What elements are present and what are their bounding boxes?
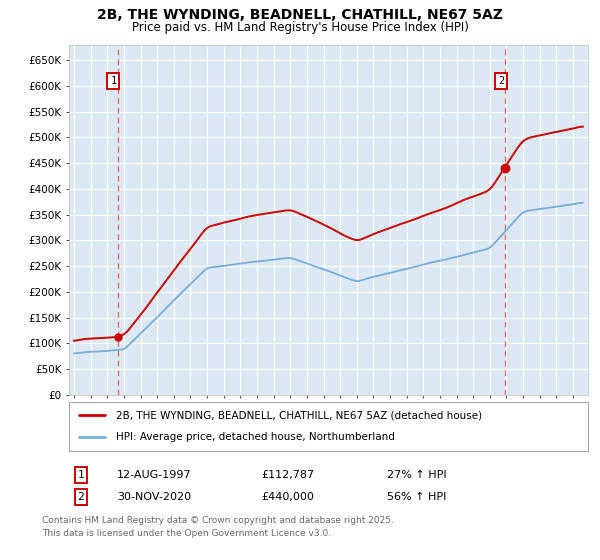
Text: 1: 1 bbox=[77, 470, 85, 480]
Text: 1: 1 bbox=[110, 76, 116, 86]
Text: 30-NOV-2020: 30-NOV-2020 bbox=[117, 492, 191, 502]
Text: 56% ↑ HPI: 56% ↑ HPI bbox=[387, 492, 446, 502]
Text: Contains HM Land Registry data © Crown copyright and database right 2025.: Contains HM Land Registry data © Crown c… bbox=[42, 516, 394, 525]
Text: 2: 2 bbox=[77, 492, 85, 502]
Text: 12-AUG-1997: 12-AUG-1997 bbox=[117, 470, 191, 480]
Text: Price paid vs. HM Land Registry's House Price Index (HPI): Price paid vs. HM Land Registry's House … bbox=[131, 21, 469, 34]
Text: £112,787: £112,787 bbox=[261, 470, 314, 480]
Text: HPI: Average price, detached house, Northumberland: HPI: Average price, detached house, Nort… bbox=[116, 432, 395, 442]
Text: 2B, THE WYNDING, BEADNELL, CHATHILL, NE67 5AZ (detached house): 2B, THE WYNDING, BEADNELL, CHATHILL, NE6… bbox=[116, 410, 482, 421]
Text: This data is licensed under the Open Government Licence v3.0.: This data is licensed under the Open Gov… bbox=[42, 529, 331, 538]
Text: 2: 2 bbox=[498, 76, 504, 86]
Text: 27% ↑ HPI: 27% ↑ HPI bbox=[387, 470, 446, 480]
Text: £440,000: £440,000 bbox=[261, 492, 314, 502]
Text: 2B, THE WYNDING, BEADNELL, CHATHILL, NE67 5AZ: 2B, THE WYNDING, BEADNELL, CHATHILL, NE6… bbox=[97, 8, 503, 22]
